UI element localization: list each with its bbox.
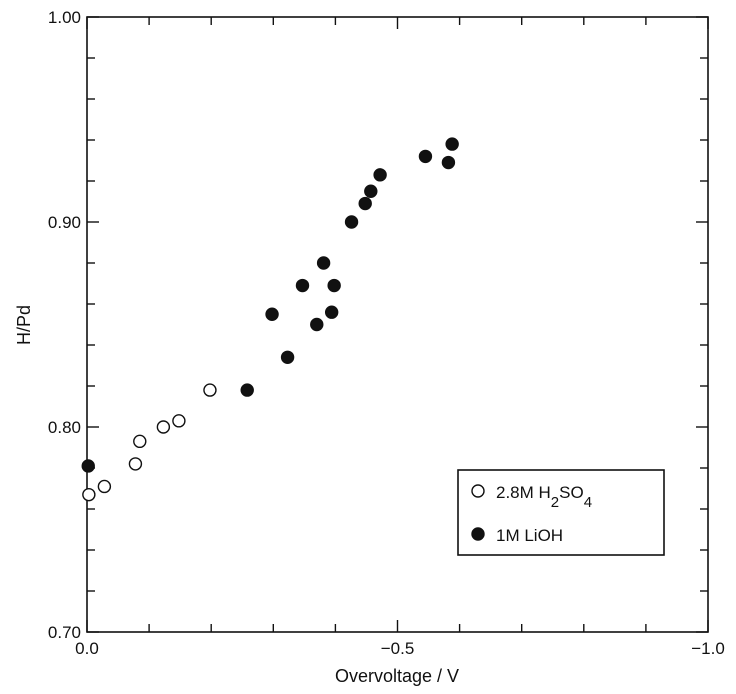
data-point-lioh (280, 350, 295, 364)
data-points (81, 137, 459, 502)
data-point-lioh (373, 168, 387, 182)
data-point-lioh (327, 278, 341, 293)
data-point-lioh (310, 317, 324, 332)
axis-ticks (86, 16, 709, 633)
data-point-lioh (265, 307, 279, 321)
legend: 2.8M H2SO4 1M LiOH (457, 469, 665, 556)
data-point-lioh (295, 278, 310, 293)
data-point-lioh (441, 155, 456, 170)
data-point-h2so4 (97, 479, 112, 494)
data-point-lioh (418, 149, 433, 164)
data-point-h2so4 (203, 383, 217, 397)
x-tick-label: 0.0 (75, 639, 99, 658)
axis-tick-labels: 0.70 0.80 0.90 1.00 0.0 −0.5 −1.0 (48, 8, 725, 658)
legend-box (457, 469, 665, 556)
legend-label-h2so4: 2.8M H2SO4 (496, 483, 592, 511)
data-point-h2so4 (82, 487, 96, 502)
x-axis-title: Overvoltage / V (335, 666, 459, 686)
data-point-lioh (364, 184, 378, 198)
y-tick-label: 0.80 (48, 418, 81, 437)
data-point-lioh (81, 459, 95, 473)
y-tick-label: 1.00 (48, 8, 81, 27)
legend-marker-lioh (471, 527, 485, 541)
x-tick-label: −1.0 (691, 639, 725, 658)
y-tick-label: 0.70 (48, 623, 81, 642)
data-point-lioh (358, 196, 372, 211)
y-axis-title: H/Pd (14, 305, 34, 345)
data-point-lioh (316, 256, 331, 270)
data-point-lioh (324, 305, 339, 319)
data-point-h2so4 (156, 420, 171, 434)
x-tick-label: −0.5 (381, 639, 415, 658)
data-point-lioh (445, 137, 459, 151)
data-point-h2so4 (133, 434, 147, 449)
data-point-lioh (240, 383, 254, 397)
data-point-h2so4 (172, 414, 186, 428)
legend-label-lioh: 1M LiOH (496, 526, 563, 545)
data-point-h2so4 (128, 457, 143, 471)
data-point-lioh (344, 215, 359, 229)
y-tick-label: 0.90 (48, 213, 81, 232)
legend-marker-h2so4 (471, 484, 485, 498)
